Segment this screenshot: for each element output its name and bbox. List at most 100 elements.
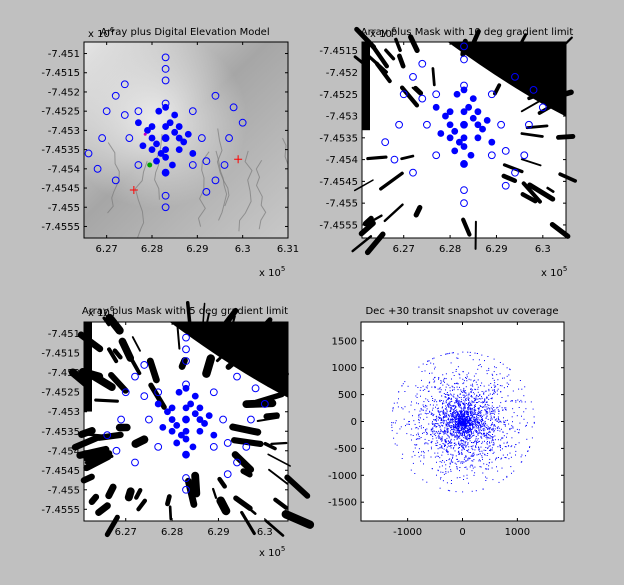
uv-point — [518, 429, 520, 431]
uv-point — [466, 477, 468, 479]
uv-point — [487, 404, 489, 406]
uv-point — [523, 418, 525, 420]
uv-point — [469, 409, 471, 411]
uv-point — [436, 474, 437, 476]
uv-point — [462, 430, 464, 432]
antenna-filled — [479, 125, 486, 133]
antenna-open — [460, 81, 468, 90]
uv-point — [473, 423, 474, 425]
antenna-filled — [469, 114, 477, 122]
uv-point — [419, 410, 421, 412]
mask-streak — [131, 435, 149, 448]
uv-point — [471, 490, 473, 492]
uv-point — [425, 398, 427, 400]
antenna-filled — [153, 140, 160, 148]
uv-point — [451, 415, 453, 417]
uv-point — [454, 462, 456, 464]
uv-point — [490, 449, 492, 451]
uv-point — [480, 405, 481, 407]
uv-point — [472, 359, 474, 361]
uv-point — [444, 446, 445, 447]
antenna-open — [381, 138, 390, 147]
uv-point — [490, 398, 492, 399]
uv-point — [449, 352, 451, 354]
uv-point — [464, 405, 466, 407]
uv-point — [457, 430, 459, 432]
uv-point — [497, 416, 499, 418]
uv-point — [463, 447, 465, 449]
uv-point — [490, 425, 492, 427]
uv-point — [462, 491, 464, 493]
uv-point — [463, 422, 465, 424]
uv-point — [468, 399, 469, 401]
uv-point — [505, 457, 507, 459]
uv-point — [513, 470, 515, 472]
uv-point — [454, 427, 456, 429]
uv-point — [414, 423, 416, 425]
uv-point — [456, 424, 458, 426]
uv-point — [458, 426, 460, 428]
uv-point — [454, 435, 456, 437]
antenna-open — [233, 372, 241, 381]
uv-point — [488, 398, 490, 400]
uv-point — [459, 403, 461, 405]
antenna-filled — [451, 127, 459, 135]
uv-point — [444, 416, 446, 418]
uv-point — [444, 381, 445, 383]
uv-point — [468, 426, 470, 428]
mask-streak — [400, 154, 415, 161]
uv-point — [495, 385, 497, 387]
uv-point — [459, 443, 461, 445]
mask-streak — [520, 158, 542, 167]
uv-point — [477, 441, 479, 443]
uv-point — [506, 375, 508, 377]
uv-point — [435, 386, 436, 388]
uv-point — [507, 395, 509, 397]
uv-point — [446, 446, 448, 448]
uv-point — [476, 423, 478, 425]
data-marks — [391, 351, 535, 493]
uv-point — [471, 464, 473, 466]
antenna-open — [134, 161, 143, 169]
x-tick-label: 6.31 — [277, 244, 299, 255]
uv-point — [429, 381, 431, 383]
uv-point — [519, 380, 521, 381]
y-tick-label: -7.4515 — [41, 68, 80, 79]
mask-streak — [202, 354, 216, 378]
antenna-open — [140, 361, 149, 369]
uv-point — [492, 479, 494, 481]
uv-point — [461, 409, 463, 411]
uv-point — [474, 352, 476, 354]
uv-point — [481, 455, 483, 457]
uv-point — [466, 420, 468, 422]
uv-point — [470, 433, 472, 435]
mask-streak — [520, 192, 538, 204]
uv-point — [491, 447, 493, 449]
uv-point — [436, 415, 438, 417]
uv-point — [460, 424, 462, 426]
uv-point — [449, 422, 451, 424]
uv-point — [489, 445, 491, 447]
uv-point — [434, 380, 436, 382]
uv-point — [502, 454, 504, 456]
uv-point — [438, 430, 439, 432]
uv-point — [463, 412, 465, 414]
uv-point — [440, 389, 442, 391]
uv-point — [417, 438, 419, 440]
uv-point — [515, 444, 517, 446]
uv-point — [469, 408, 471, 410]
uv-point — [450, 398, 452, 400]
uv-point — [433, 401, 435, 403]
uv-point — [491, 412, 493, 414]
antenna-open — [247, 415, 255, 424]
uv-point — [401, 385, 403, 387]
uv-point — [432, 430, 433, 432]
mask-streak — [212, 487, 218, 499]
mask-streak — [95, 431, 124, 441]
antenna-open — [161, 99, 170, 108]
uv-point — [473, 412, 475, 414]
antenna-open — [487, 151, 496, 160]
uv-point — [439, 388, 441, 390]
uv-point — [458, 432, 460, 433]
uv-point — [450, 470, 452, 472]
